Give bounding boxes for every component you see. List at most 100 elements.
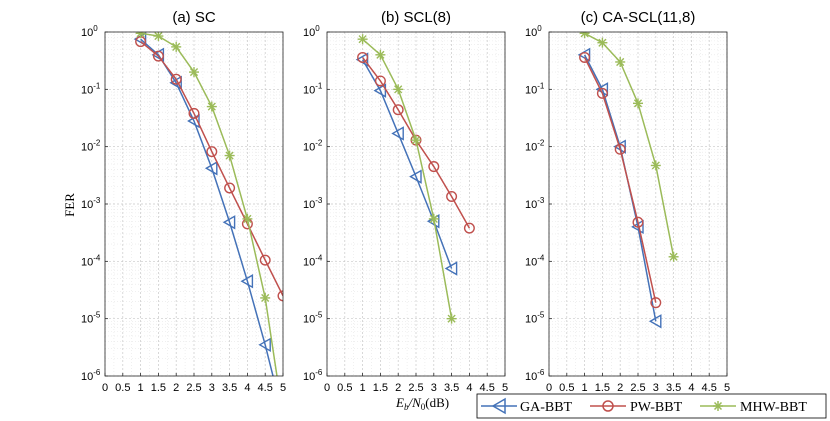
- x-tick-label: 5: [724, 382, 730, 394]
- y-tick-label: 10-2: [303, 139, 323, 154]
- x-tick-label: 1: [360, 382, 366, 394]
- series-group: [133, 32, 283, 376]
- x-tick-label: 2.5: [630, 382, 645, 394]
- x-tick-label: 0.5: [559, 382, 574, 394]
- x-tick-label: 0: [324, 382, 330, 394]
- y-tick-label: 10-1: [303, 81, 323, 96]
- panel-1: 0 0.5 1 1.5 2 2.5 3 3.5 4 4.5 5 100 10-1 10-2 10-3 10-4…: [81, 9, 286, 394]
- y-tick-label: 10-6: [525, 368, 545, 383]
- series-line-pw-bbt: [583, 57, 657, 303]
- data-point-mhw-bbt: [135, 32, 146, 39]
- x-tick-label: 0: [546, 382, 552, 394]
- data-point-mhw-bbt: [428, 213, 439, 224]
- y-tick-label: 100: [81, 24, 98, 39]
- x-tick-label: 0.5: [115, 382, 130, 394]
- x-axis-label: Eb/N0(dB): [395, 395, 449, 412]
- legend-label-mhw: MHW-BBT: [740, 400, 807, 415]
- data-point-pw-bbt: [224, 182, 236, 194]
- x-tick-label: 1: [138, 382, 144, 394]
- x-tick-label: 2.5: [186, 382, 201, 394]
- series-line-mhw-bbt: [584, 32, 675, 257]
- x-tick-label: 3: [209, 382, 215, 394]
- x-label-unit: (dB): [425, 395, 449, 410]
- legend-marker-ga: [491, 397, 506, 415]
- x-tick-label: 4.5: [258, 382, 273, 394]
- data-point-mhw-bbt: [411, 135, 421, 146]
- y-tick-label: 10-2: [525, 139, 545, 154]
- legend: GA-BBT PW-BBT MHW-BBT: [476, 393, 827, 419]
- data-point-ga-bbt: [240, 274, 254, 289]
- data-point-ga-bbt: [373, 83, 387, 98]
- data-point-pw-bbt: [428, 161, 440, 173]
- data-point-pw-bbt: [446, 191, 458, 203]
- legend-box: [476, 393, 827, 419]
- data-point-pw-bbt: [277, 290, 283, 302]
- y-axis-label: FER: [62, 193, 77, 217]
- data-point-mhw-bbt: [597, 37, 608, 48]
- data-point-pw-bbt: [463, 222, 475, 234]
- x-tick-label: 0.5: [337, 382, 352, 394]
- legend-label-ga: GA-BBT: [520, 400, 573, 415]
- y-tick-label: 10-4: [525, 253, 545, 268]
- data-point-pw-bbt: [632, 216, 644, 228]
- data-point-mhw-bbt: [224, 150, 235, 161]
- x-tick-label: 0: [102, 382, 108, 394]
- x-label-slash-n: /N: [407, 395, 422, 410]
- x-tick-label: 2.5: [408, 382, 423, 394]
- x-tick-label: 5: [280, 382, 286, 394]
- data-point-pw-bbt: [374, 75, 386, 87]
- data-point-mhw-bbt: [260, 292, 271, 303]
- y-tick-label: 10-6: [81, 368, 101, 383]
- data-point-ga-bbt: [258, 337, 271, 353]
- data-point-mhw-bbt: [153, 32, 164, 42]
- x-tick-label: 3: [431, 382, 437, 394]
- x-label-sub-0: 0: [421, 402, 426, 412]
- x-tick-label: 1: [582, 382, 588, 394]
- x-tick-label: 3.5: [666, 382, 681, 394]
- data-point-mhw-bbt: [357, 34, 368, 45]
- y-tick-label: 10-2: [81, 139, 101, 154]
- y-tick-label: 10-3: [81, 196, 101, 211]
- data-point-ga-bbt: [204, 161, 218, 176]
- data-point-ga-bbt: [444, 261, 458, 276]
- y-tick-label: 10-5: [303, 311, 323, 326]
- data-point-mhw-bbt: [206, 101, 217, 112]
- panel-title: (c) CA-SCL(11,8): [581, 9, 696, 26]
- data-point-mhw-bbt: [375, 49, 386, 60]
- data-point-pw-bbt: [188, 107, 200, 119]
- x-tick-label: 4.5: [702, 382, 717, 394]
- data-point-pw-bbt: [650, 297, 662, 309]
- data-point-pw-bbt: [614, 143, 626, 155]
- data-point-pw-bbt: [357, 51, 369, 63]
- legend-marker-mhw: [713, 401, 723, 411]
- x-tick-label: 4: [688, 382, 694, 394]
- y-tick-label: 10-1: [525, 81, 545, 96]
- data-point-mhw-bbt: [668, 251, 679, 262]
- series-line-ga-bbt: [583, 54, 657, 322]
- data-point-mhw-bbt: [633, 98, 643, 109]
- legend-label-pw: PW-BBT: [630, 400, 683, 415]
- data-point-mhw-bbt: [393, 84, 404, 95]
- data-point-pw-bbt: [596, 87, 608, 99]
- data-point-ga-bbt: [409, 169, 422, 184]
- panel-3: 0 0.5 1 1.5 2 2.5 3 3.5 4 4.5 5 100 10-1 10-2 10-3 10-4…: [525, 9, 730, 394]
- series-group: [355, 34, 475, 324]
- data-point-mhw-bbt: [650, 160, 661, 171]
- y-tick-label: 10-1: [81, 81, 101, 96]
- y-tick-label: 10-5: [525, 311, 545, 326]
- y-tick-label: 10-6: [303, 368, 323, 383]
- x-tick-label: 4: [466, 382, 472, 394]
- x-tick-label: 1.5: [151, 382, 166, 394]
- data-point-pw-bbt: [259, 254, 271, 266]
- x-tick-label: 3.5: [222, 382, 237, 394]
- series-group: [577, 32, 679, 329]
- x-tick-label: 5: [502, 382, 508, 394]
- data-point-mhw-bbt: [189, 67, 199, 78]
- data-point-ga-bbt: [391, 126, 404, 141]
- y-tick-label: 10-4: [303, 253, 323, 268]
- y-tick-label: 10-4: [81, 253, 101, 268]
- x-tick-label: 3.5: [444, 382, 459, 394]
- series-line-pw-bbt: [140, 41, 283, 297]
- panel-2: 0 0.5 1 1.5 2 2.5 3 3.5 4 4.5 5 100 10-1 10-2 10-3 10-4…: [303, 9, 508, 394]
